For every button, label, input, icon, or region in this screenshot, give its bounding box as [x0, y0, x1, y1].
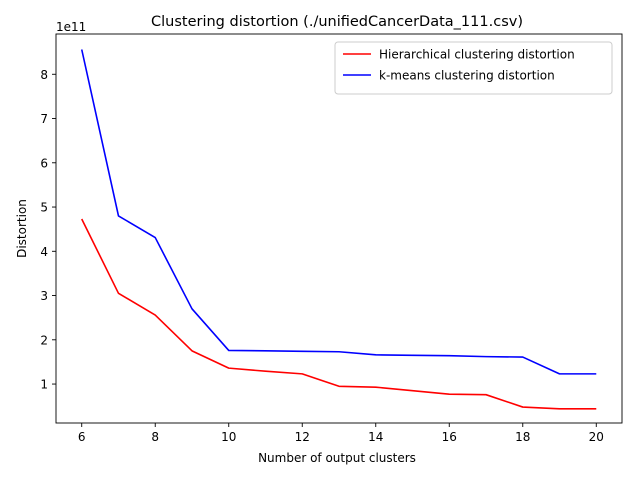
- y-offset-label: 1e11: [56, 20, 86, 34]
- y-tick-label-4: 5: [40, 201, 48, 215]
- series-line-0: [81, 218, 597, 410]
- x-tick-label-0: 6: [78, 430, 86, 444]
- plot-frame: [55, 33, 623, 424]
- y-tick-label-0: 1: [40, 378, 48, 392]
- y-tick-label-7: 8: [40, 68, 48, 82]
- legend-label-0: Hierarchical clustering distortion: [379, 48, 575, 62]
- y-tick-label-6: 7: [40, 112, 48, 126]
- chart-title: Clustering distortion (./unifiedCancerDa…: [151, 14, 523, 30]
- y-tick-label-3: 4: [40, 245, 48, 259]
- y-tick-label-5: 6: [40, 156, 48, 170]
- legend-box: [334, 41, 613, 95]
- x-tick-label-1: 8: [151, 430, 159, 444]
- x-tick-label-6: 18: [515, 430, 530, 444]
- y-tick-label-2: 3: [40, 289, 48, 303]
- x-tick-label-5: 16: [442, 430, 457, 444]
- x-tick-label-7: 20: [589, 430, 604, 444]
- legend: Hierarchical clustering distortion k-mean…: [334, 41, 613, 95]
- series-line-1: [80, 49, 597, 375]
- x-tick-label-2: 10: [221, 430, 236, 444]
- x-tick-label-3: 12: [295, 430, 310, 444]
- legend-label-1: k-means clustering distortion: [379, 69, 555, 83]
- x-tick-label-4: 14: [368, 430, 383, 444]
- x-axis-label: Number of output clusters: [258, 451, 416, 465]
- y-axis-label: Distortion: [15, 199, 29, 258]
- y-tick-label-1: 2: [40, 333, 48, 347]
